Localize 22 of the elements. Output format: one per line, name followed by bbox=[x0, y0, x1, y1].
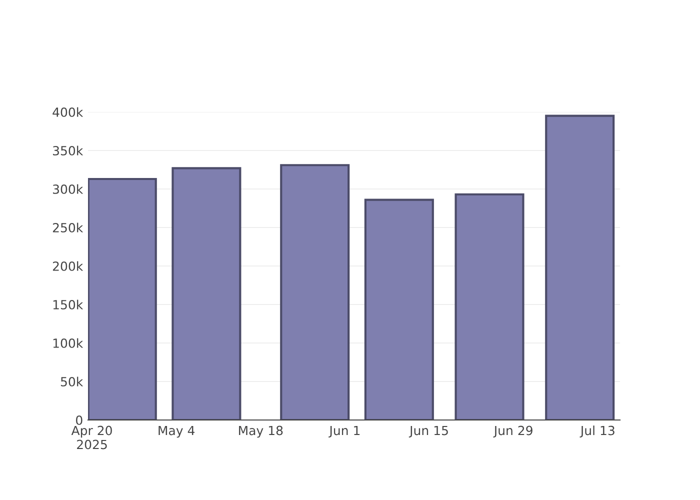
y-tick-label: 100k bbox=[53, 338, 84, 348]
x-tick-label: Jul 13 bbox=[580, 426, 614, 438]
x-tick-label: May 4 bbox=[158, 426, 195, 438]
x-tick-label: Apr 20 2025 bbox=[71, 426, 112, 450]
x-tick-label: Jun 29 bbox=[493, 426, 532, 438]
bar bbox=[545, 114, 615, 420]
bar bbox=[364, 198, 434, 420]
x-tick-label: May 18 bbox=[239, 426, 283, 438]
bar bbox=[454, 193, 524, 420]
bar bbox=[280, 164, 350, 420]
y-tick-label: 400k bbox=[52, 107, 84, 117]
y-tick-label: 50k bbox=[60, 376, 84, 386]
y-tick-label: 150k bbox=[53, 300, 84, 310]
x-tick-label: Jun 15 bbox=[408, 426, 448, 438]
y-tick-label: 300k bbox=[52, 184, 84, 194]
y-tick-label: 250k bbox=[52, 222, 84, 232]
y-tick-label: 200k bbox=[52, 261, 84, 271]
bar bbox=[88, 178, 157, 420]
x-tick-label: Jun 1 bbox=[328, 426, 360, 438]
bar bbox=[172, 167, 242, 420]
y-tick-label: 350k bbox=[52, 146, 84, 156]
y-tick-label: 0 bbox=[76, 415, 82, 425]
